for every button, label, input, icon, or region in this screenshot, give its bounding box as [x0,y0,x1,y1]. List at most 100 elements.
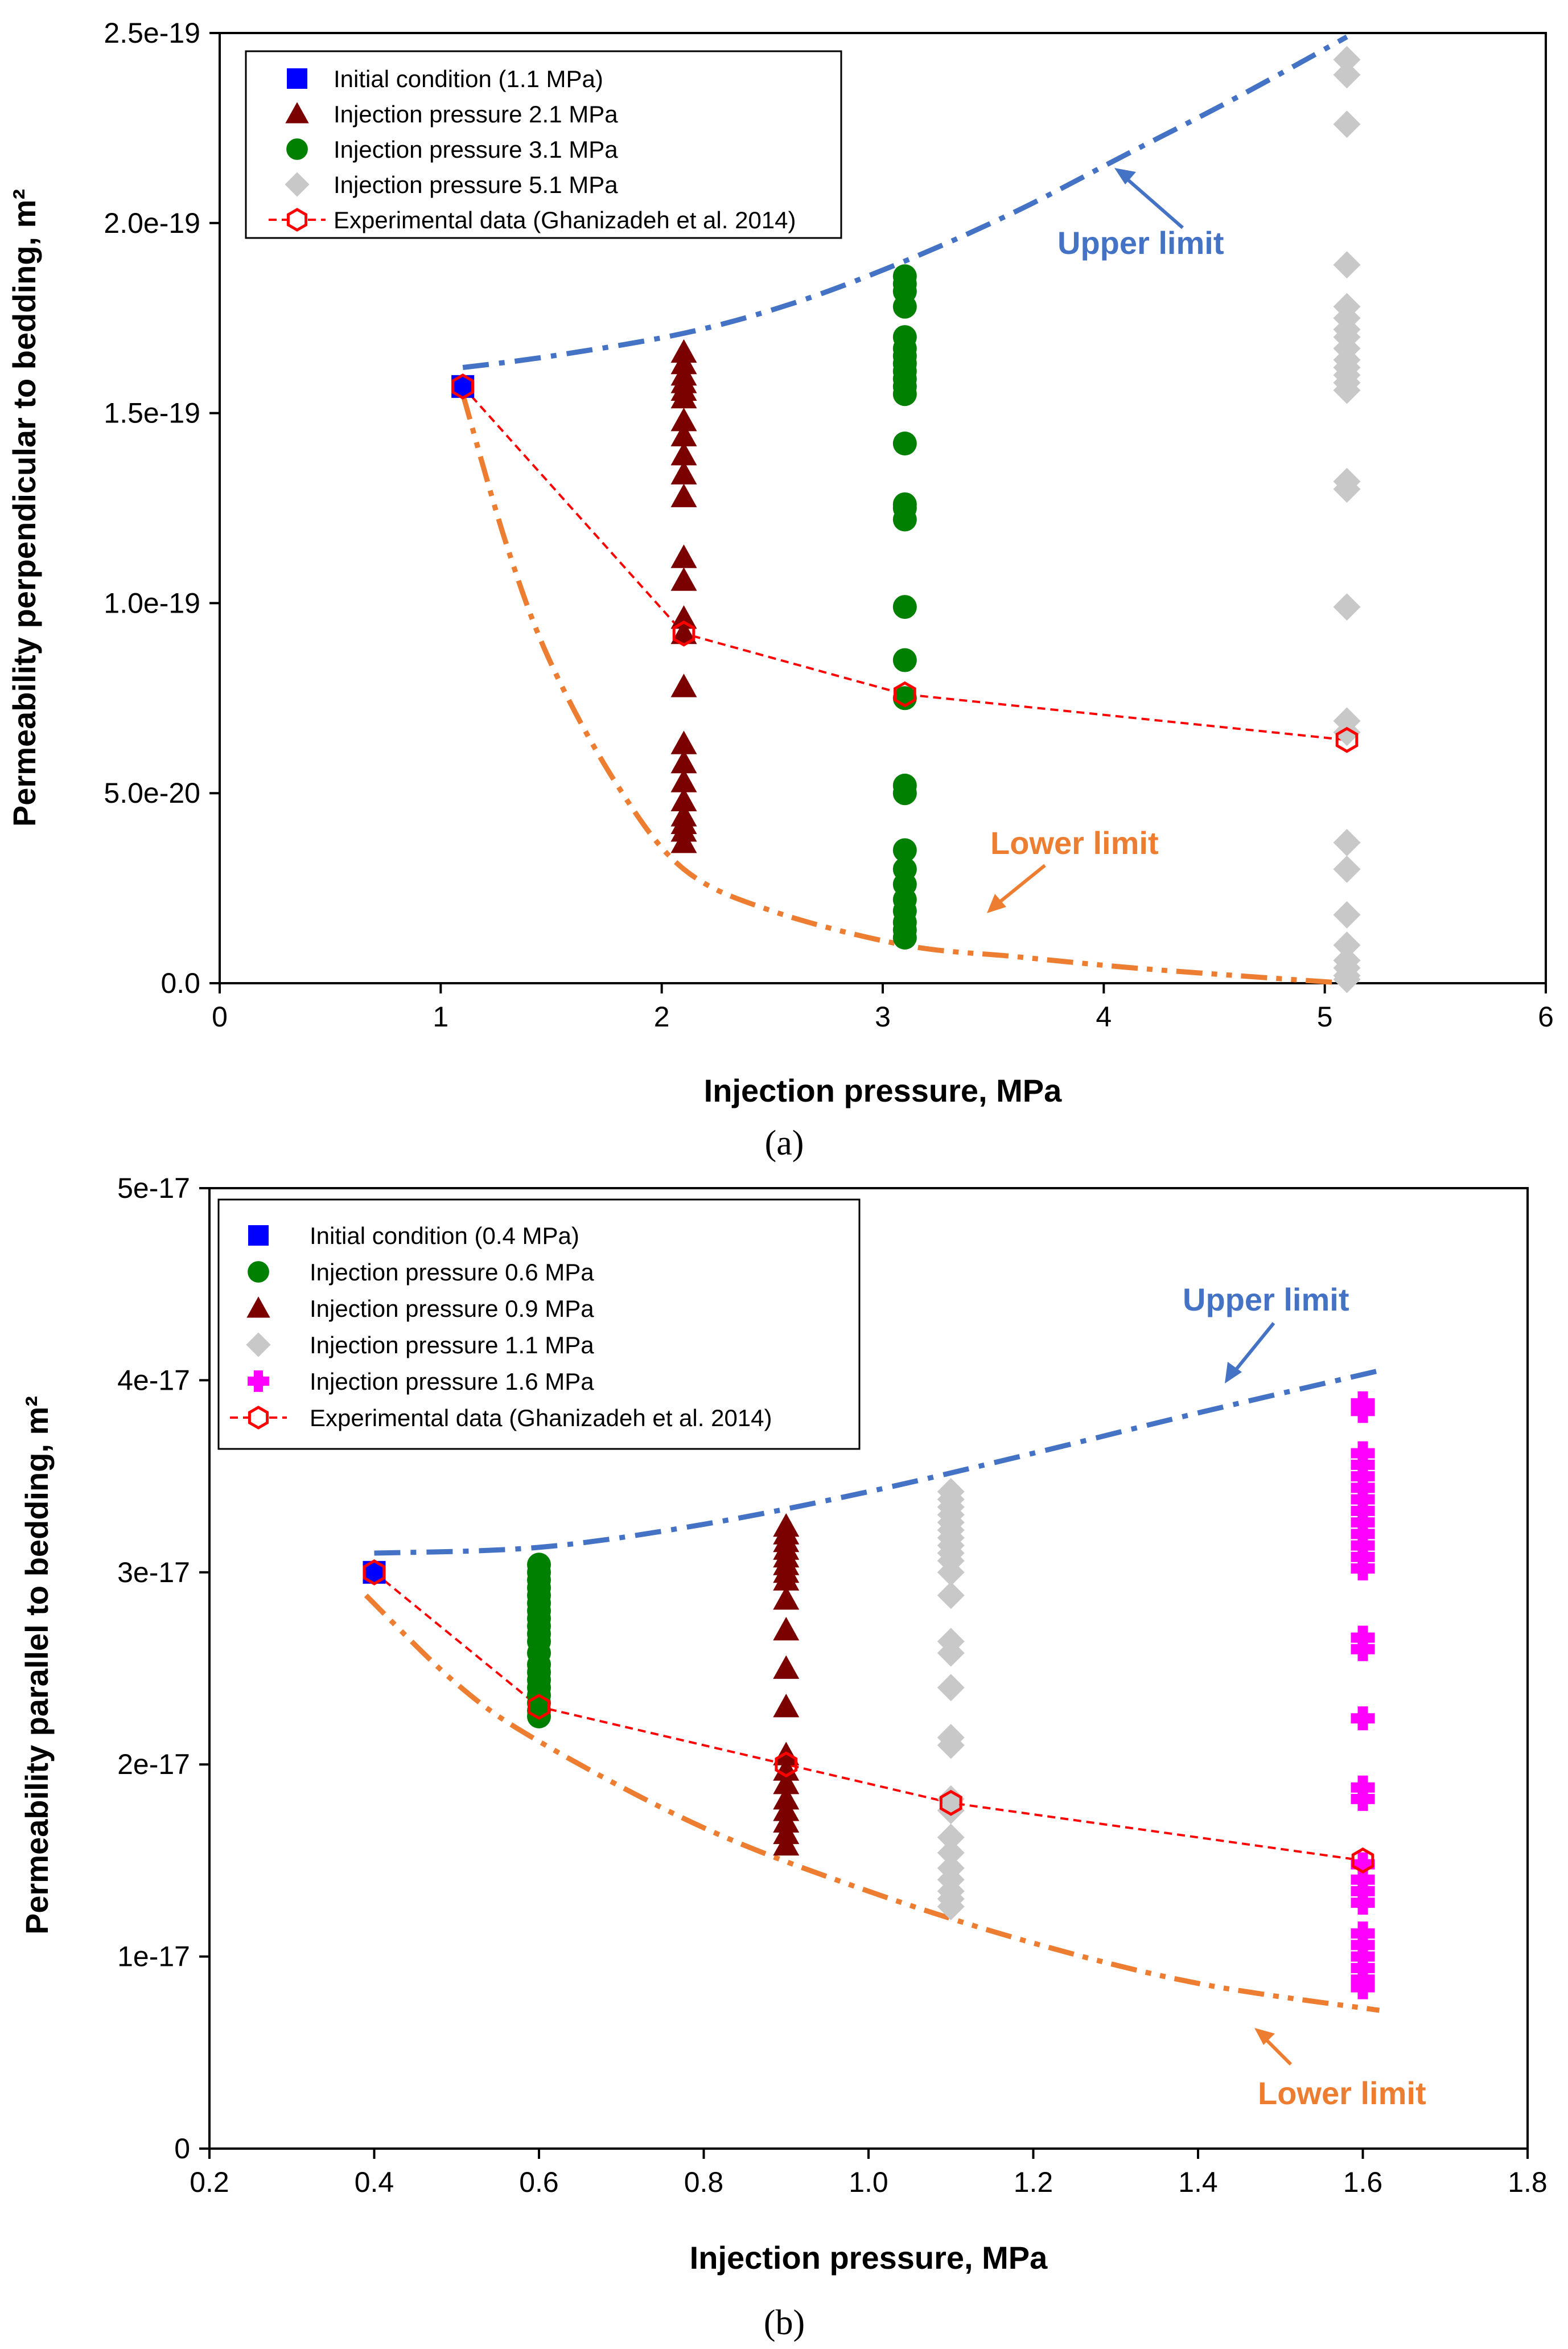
data-point [773,1567,800,1591]
data-point [527,1704,551,1728]
data-point [670,730,697,754]
data-point [773,1586,800,1610]
data-point [670,769,697,792]
data-point [670,605,697,629]
data-point [937,1674,965,1702]
series-triangle [773,1513,800,1856]
legend-marker-bg [288,211,306,229]
experimental-data-point [672,620,695,647]
data-point [1351,1399,1375,1423]
data-point [1333,376,1361,404]
data-point [1351,1706,1375,1731]
data-point [937,1824,965,1851]
data-point [1351,1787,1375,1811]
data-point [1351,1637,1375,1661]
y-tick-label: 2e-17 [117,1748,190,1780]
y-tick-label: 3e-17 [117,1557,190,1588]
upper-limit-arrowhead-b [1225,1362,1242,1383]
data-point [1351,1852,1375,1876]
data-point [937,1839,965,1867]
data-point [670,544,697,568]
limit-curves-b [364,1368,1380,2013]
experimental-point-bg [367,1564,382,1580]
legend-label: Initial condition (0.4 MPa) [310,1222,579,1249]
series-experimental [451,373,1359,753]
data-point [1351,1891,1375,1915]
series-circle [527,1553,551,1728]
experimental-point-bg [1355,1853,1371,1868]
legend-marker [246,1296,270,1318]
series-b [363,1391,1375,1999]
series-triangle [670,339,697,853]
data-point [670,620,697,644]
legend-marker [287,68,307,89]
data-point [773,1617,800,1641]
data-point [670,461,697,484]
data-point [670,674,697,697]
x-tick-label: 1.6 [1343,2166,1383,2198]
data-point [670,749,697,774]
data-point [937,1639,965,1667]
experimental-point-bg [455,379,471,395]
data-point [892,838,917,863]
x-tick-label: 0 [212,1001,228,1033]
experimental-data-point [363,1559,386,1586]
data-point [670,384,697,409]
upper-limit-label-b: Upper limit [1183,1282,1349,1317]
data-point [1333,855,1361,883]
legend-marker [248,1406,269,1430]
lower-limit-curve [364,1594,1380,2013]
data-point [670,422,697,447]
y-axis-b: 0 1e-17 2e-17 3e-17 4e-17 5e-17 [117,1172,209,2165]
experimental-data-point [894,681,916,708]
x-tick-label: 0.8 [684,2166,724,2198]
legend-label: Experimental data (Ghanizadeh et al. 201… [310,1405,772,1431]
legend-marker [286,208,308,232]
data-point [892,648,917,672]
legend-marker [248,1261,269,1283]
legend-label: Initial condition (1.1 MPa) [334,65,603,92]
y-tick-label: 5e-17 [117,1172,190,1204]
data-point [773,1757,800,1781]
upper-limit-arrow-a [1118,170,1184,229]
x-tick-label: 3 [875,1001,891,1033]
upper-limit-label-a: Upper limit [1057,225,1224,261]
upper-limit-curve [462,34,1348,370]
data-point [773,1770,800,1794]
panel-label-b: (b) [764,2303,805,2342]
legend-box-b [217,1198,861,1450]
x-axis-title-b: Injection pressure, MPa [690,2240,1048,2276]
x-axis-title-a: Injection pressure, MPa [704,1073,1062,1108]
x-tick-label: 1.0 [849,2166,888,2198]
data-point [1333,718,1361,746]
experimental-data-line [373,1571,1363,1862]
x-tick-label: 4 [1096,1001,1112,1033]
data-point [892,686,917,711]
x-tick-label: 2 [654,1001,670,1033]
experimental-data-point [1335,726,1359,753]
y-axis-title-a: Permeability perpendicular to bedding, m… [6,189,42,827]
legend-marker [248,1370,269,1392]
lower-limit-label-a: Lower limit [990,825,1159,861]
experimental-data-point [775,1751,798,1778]
data-point [1333,110,1361,138]
data-point [892,294,917,319]
experimental-point-bg [531,1699,547,1715]
data-point [773,1693,800,1718]
chart-b: 0.2 0.4 0.6 0.8 1.0 1.2 1.4 1.6 1.8 0 1e-17 2e-17 3… [19,1172,1548,2342]
series-diamond [1333,46,1361,993]
data-point [1333,828,1361,856]
experimental-data-point [939,1789,962,1816]
series-diamond [937,1478,965,1920]
data-point [892,925,917,950]
data-point [1351,1557,1375,1581]
series-circle [892,264,917,950]
data-point [670,442,697,466]
data-point [892,382,917,406]
series-a [451,46,1361,993]
experimental-point-bg [897,687,913,703]
experimental-point-bg [943,1795,959,1811]
data-point [670,829,697,853]
legend-label: Injection pressure 0.9 MPa [310,1295,594,1322]
